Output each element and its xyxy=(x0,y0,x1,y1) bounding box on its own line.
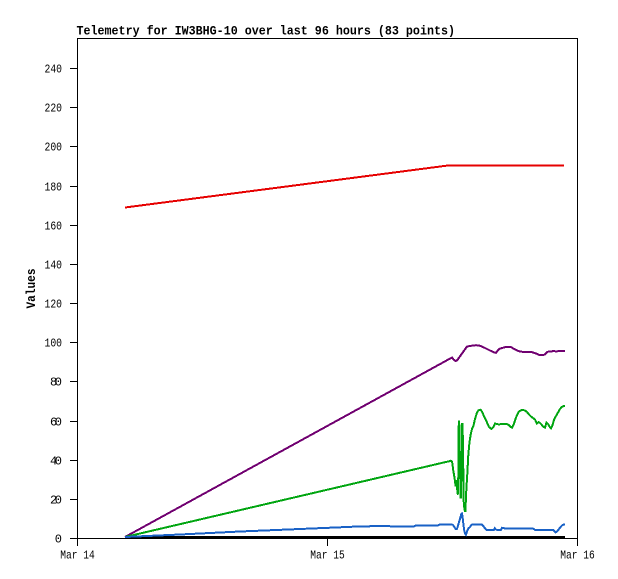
svg-text:160: 160 xyxy=(45,220,63,234)
svg-text:120: 120 xyxy=(45,298,63,312)
svg-text:0: 0 xyxy=(55,533,62,547)
svg-text:200: 200 xyxy=(45,141,63,155)
svg-text:Mar 16: Mar 16 xyxy=(560,549,595,563)
svg-text:Telemetry for IW3BHG-10 over l: Telemetry for IW3BHG-10 over last 96 hou… xyxy=(77,24,456,39)
svg-text:20: 20 xyxy=(50,494,62,508)
svg-text:60: 60 xyxy=(50,416,62,430)
svg-text:220: 220 xyxy=(45,102,63,116)
svg-text:40: 40 xyxy=(50,455,62,469)
svg-text:80: 80 xyxy=(50,376,62,390)
svg-text:100: 100 xyxy=(45,337,63,351)
svg-text:Mar 15: Mar 15 xyxy=(310,549,345,563)
svg-text:Mar 14: Mar 14 xyxy=(60,549,95,563)
svg-text:240: 240 xyxy=(45,63,63,77)
svg-text:140: 140 xyxy=(45,259,63,273)
svg-text:Values: Values xyxy=(24,268,39,308)
svg-text:180: 180 xyxy=(45,181,63,195)
